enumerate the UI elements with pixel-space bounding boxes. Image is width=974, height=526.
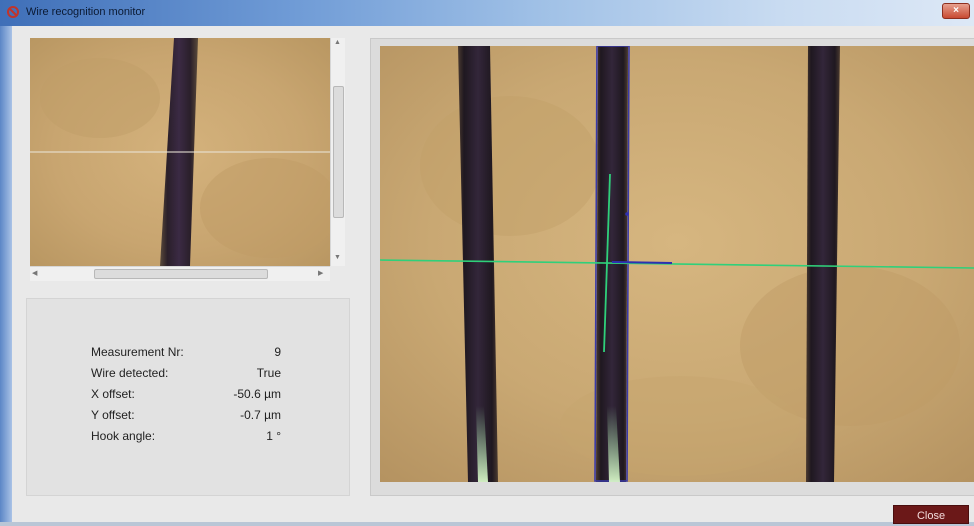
title-bar[interactable]: Wire recognition monitor × [0, 0, 974, 26]
scroll-left-icon[interactable]: ◀ [32, 270, 38, 277]
y-offset-row: Y offset: -0.7 µm [91, 408, 331, 426]
thumbnail-camera-view[interactable] [30, 38, 330, 266]
thumbnail-horizontal-scrollbar[interactable]: ◀ ▶ [30, 266, 330, 281]
y-offset-label: Y offset: [91, 408, 135, 422]
main-camera-view[interactable] [380, 46, 974, 482]
window-close-button[interactable]: × [942, 3, 970, 19]
measurement-info-panel: Measurement Nr: 9 Wire detected: True X … [26, 298, 350, 496]
close-button[interactable]: Close [893, 505, 969, 524]
x-offset-value: -50.6 µm [233, 387, 281, 401]
x-offset-label: X offset: [91, 387, 135, 401]
horizontal-scroll-thumb[interactable] [94, 269, 268, 279]
y-offset-value: -0.7 µm [240, 408, 281, 422]
detection-marker [625, 212, 629, 216]
window-edge [0, 26, 12, 522]
window-title: Wire recognition monitor [26, 6, 146, 18]
left-wire [458, 46, 498, 482]
offset-indicator-line [611, 261, 673, 264]
wire-detected-row: Wire detected: True [91, 366, 331, 384]
scroll-up-icon[interactable]: ▲ [334, 39, 341, 46]
vertical-detection-line [603, 173, 611, 353]
wire-monitor-app-icon [7, 6, 19, 18]
center-wire [596, 46, 628, 482]
scroll-down-icon[interactable]: ▼ [334, 254, 341, 261]
main-camera-image [380, 46, 974, 482]
right-wire [806, 46, 840, 482]
close-icon: × [953, 5, 959, 16]
measurement-nr-value: 9 [274, 345, 281, 359]
x-offset-row: X offset: -50.6 µm [91, 387, 331, 405]
scroll-right-icon[interactable]: ▶ [318, 270, 324, 277]
wire-detected-value: True [256, 366, 281, 380]
left-wire-reflection [476, 406, 488, 482]
center-wire-reflection [607, 406, 620, 482]
wire-detected-label: Wire detected: [91, 366, 169, 380]
thumbnail-vertical-scrollbar[interactable]: ▲ ▼ [330, 38, 345, 266]
horizontal-detection-line [380, 259, 974, 269]
vertical-scroll-thumb[interactable] [333, 86, 344, 218]
hook-angle-value: 1 ° [266, 429, 281, 443]
detection-outline [594, 46, 630, 482]
thumbnail-image [30, 38, 330, 266]
hook-angle-row: Hook angle: 1 ° [91, 429, 331, 447]
hook-angle-label: Hook angle: [91, 429, 156, 443]
measurement-nr-label: Measurement Nr: [91, 345, 184, 359]
measurement-nr-row: Measurement Nr: 9 [91, 345, 331, 363]
